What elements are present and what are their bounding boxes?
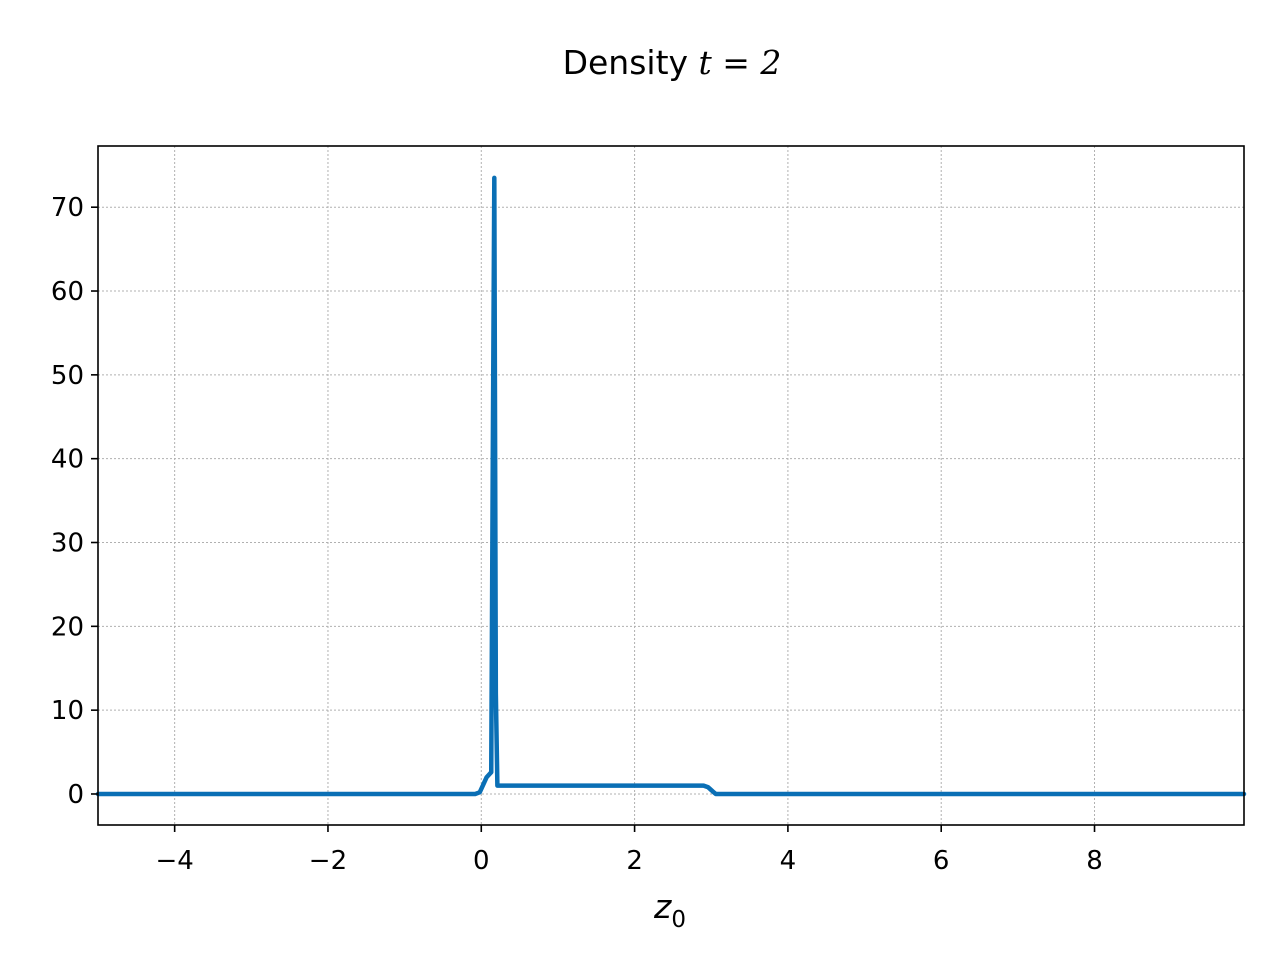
x-tick-label: 0 <box>473 846 490 876</box>
x-axis-label-subscript: 0 <box>671 907 686 933</box>
ticks: −4 −2 0 2 4 6 8 0 10 20 30 40 50 60 70 <box>51 193 1103 876</box>
x-axis-label-base: z <box>653 887 672 926</box>
grid <box>98 146 1244 825</box>
x-tick-label: 4 <box>780 846 797 876</box>
x-axis-label: z0 <box>653 887 686 933</box>
chart-title-math: t = 2 <box>699 43 782 82</box>
x-tick-label: 2 <box>626 846 643 876</box>
x-tick-label: 6 <box>933 846 950 876</box>
density-series-line <box>95 175 1247 797</box>
y-tick-label: 0 <box>67 780 84 810</box>
series-layer <box>95 175 1247 797</box>
y-tick-label: 40 <box>51 445 84 475</box>
plot-frame <box>97 145 1245 826</box>
y-tick-label: 10 <box>51 696 84 726</box>
y-tick-label: 50 <box>51 361 84 391</box>
y-tick-label: 20 <box>51 612 84 642</box>
chart-title-prefix: Density <box>563 43 699 82</box>
x-tick-label: −4 <box>155 846 193 876</box>
x-tick-label: −2 <box>309 846 347 876</box>
y-tick-label: 30 <box>51 529 84 559</box>
x-tick-label: 8 <box>1086 846 1103 876</box>
y-tick-label: 70 <box>51 193 84 223</box>
y-tick-label: 60 <box>51 277 84 307</box>
chart-title: Density t = 2 <box>563 43 782 82</box>
